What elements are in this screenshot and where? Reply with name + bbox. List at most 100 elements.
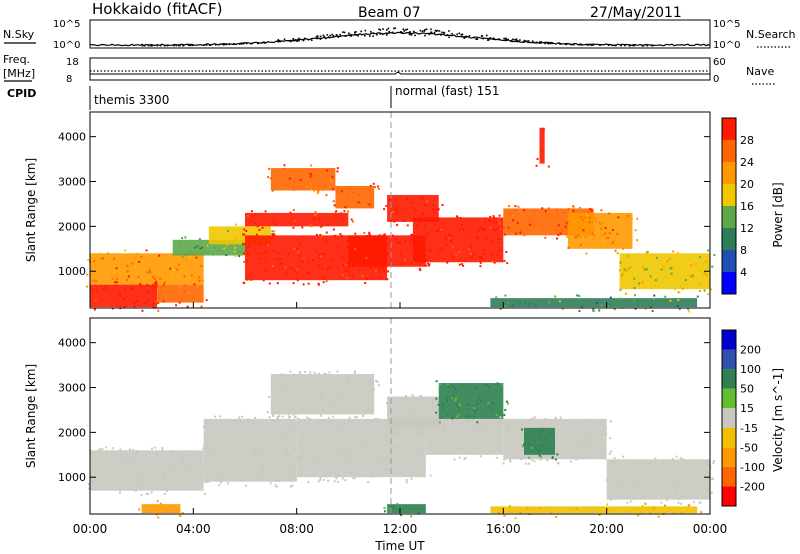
velocity-speckle bbox=[114, 470, 117, 473]
power-speckle bbox=[162, 300, 165, 303]
power-speckle bbox=[442, 257, 445, 260]
power-speckle bbox=[163, 281, 166, 284]
nsearch-point bbox=[491, 38, 494, 40]
power-speckle bbox=[576, 294, 579, 297]
velocity-speckle bbox=[451, 429, 454, 432]
velocity-speckle bbox=[293, 426, 296, 429]
power-speckle bbox=[378, 267, 381, 270]
nsearch-point bbox=[369, 35, 371, 37]
power-speckle bbox=[153, 285, 156, 288]
power-speckle bbox=[429, 250, 432, 253]
velocity-speckle bbox=[342, 422, 345, 425]
power-speckle bbox=[126, 270, 129, 273]
velocity-speckle bbox=[486, 435, 489, 438]
velocity-speckle bbox=[288, 471, 291, 474]
power-speckle bbox=[425, 264, 428, 267]
power-speckle bbox=[489, 216, 492, 219]
power-speckle bbox=[87, 259, 90, 262]
nsearch-point bbox=[239, 42, 241, 45]
velocity-speckle bbox=[320, 457, 323, 460]
nsearch-point bbox=[461, 35, 463, 38]
power-speckle bbox=[153, 302, 156, 305]
power-speckle bbox=[288, 177, 291, 180]
velocity-speckle bbox=[323, 372, 326, 375]
power-speckle bbox=[678, 291, 681, 294]
power-speckle bbox=[317, 192, 320, 195]
power-speckle bbox=[295, 272, 298, 275]
power-speckle bbox=[572, 205, 575, 208]
power-speckle bbox=[113, 257, 116, 260]
power-speckle bbox=[363, 231, 366, 234]
nsearch-point bbox=[364, 35, 366, 37]
nsearch-point bbox=[315, 35, 318, 38]
power-speckle bbox=[162, 254, 165, 257]
power-speckle bbox=[464, 259, 467, 262]
velocity-speckle bbox=[368, 447, 371, 450]
power-speckle bbox=[529, 223, 532, 226]
nsearch-point bbox=[350, 35, 353, 37]
power-speckle bbox=[540, 150, 543, 153]
power-speckle bbox=[621, 280, 624, 283]
power-speckle bbox=[634, 307, 637, 310]
nsearch-point bbox=[406, 28, 409, 31]
station-title: Hokkaido (fitACF) bbox=[92, 0, 223, 18]
velocity-speckle bbox=[217, 478, 220, 481]
nsearch-point bbox=[443, 32, 446, 34]
velocity-speckle bbox=[275, 485, 278, 488]
power-speckle bbox=[470, 256, 473, 259]
velocity-speckle bbox=[419, 415, 422, 418]
power-speckle bbox=[589, 207, 592, 210]
power-speckle bbox=[696, 295, 699, 298]
power-speckle bbox=[200, 264, 203, 267]
velocity-speckle bbox=[129, 462, 132, 465]
velocity-speckle bbox=[408, 417, 411, 420]
velocity-speckle bbox=[588, 454, 591, 457]
velocity-speckle bbox=[509, 460, 512, 463]
nsearch-point bbox=[296, 39, 299, 41]
power-cell bbox=[567, 212, 633, 249]
power-speckle bbox=[698, 256, 701, 259]
velocity-speckle bbox=[106, 483, 109, 486]
power-speckle bbox=[483, 248, 486, 251]
power-speckle bbox=[95, 265, 98, 268]
velocity-speckle bbox=[156, 500, 159, 503]
velocity-speckle bbox=[163, 476, 166, 479]
velocity-speckle bbox=[326, 456, 329, 459]
power-speckle bbox=[459, 216, 462, 219]
nsearch-point bbox=[545, 41, 547, 44]
power-speckle bbox=[226, 238, 229, 241]
velocity-speckle bbox=[353, 372, 356, 375]
nsearch-point bbox=[623, 44, 626, 47]
velocity-speckle bbox=[544, 417, 547, 420]
power-speckle bbox=[609, 296, 612, 299]
nsearch-point bbox=[387, 27, 390, 30]
velocity-speckle bbox=[335, 450, 338, 453]
nsearch-point bbox=[451, 33, 453, 35]
power-speckle bbox=[448, 234, 451, 237]
power-speckle bbox=[577, 234, 580, 237]
power-speckle bbox=[334, 214, 337, 217]
power-speckle bbox=[467, 248, 470, 251]
velocity-speckle bbox=[688, 504, 691, 507]
power-speckle bbox=[676, 305, 679, 308]
velocity-speckle bbox=[631, 474, 634, 477]
nsearch-point bbox=[277, 40, 279, 43]
nsearch-point bbox=[262, 41, 265, 44]
power-speckle bbox=[351, 275, 354, 278]
nsearch-point bbox=[408, 33, 411, 36]
velocity-speckle bbox=[128, 448, 131, 451]
nsearch-point bbox=[316, 37, 319, 40]
nsearch-point bbox=[277, 39, 280, 41]
power-speckle bbox=[354, 248, 357, 251]
power-speckle bbox=[650, 287, 653, 290]
power-speckle bbox=[268, 282, 271, 285]
power-speckle bbox=[320, 236, 323, 239]
nsearch-point bbox=[505, 37, 507, 40]
velocity-speckle bbox=[239, 471, 242, 474]
power-speckle bbox=[587, 210, 590, 213]
power-speckle bbox=[174, 265, 177, 268]
power-speckle bbox=[184, 236, 187, 239]
power-speckle bbox=[132, 287, 135, 290]
velocity-speckle bbox=[631, 494, 634, 497]
velocity-speckle bbox=[119, 487, 122, 490]
